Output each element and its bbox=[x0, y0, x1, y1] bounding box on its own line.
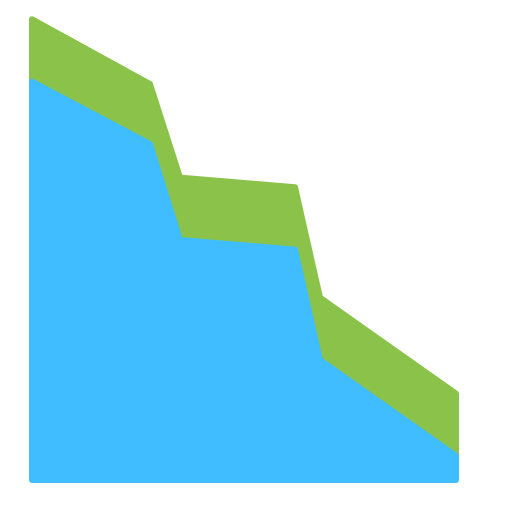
plot-area bbox=[29, 16, 459, 483]
series-lower-area bbox=[29, 78, 459, 483]
